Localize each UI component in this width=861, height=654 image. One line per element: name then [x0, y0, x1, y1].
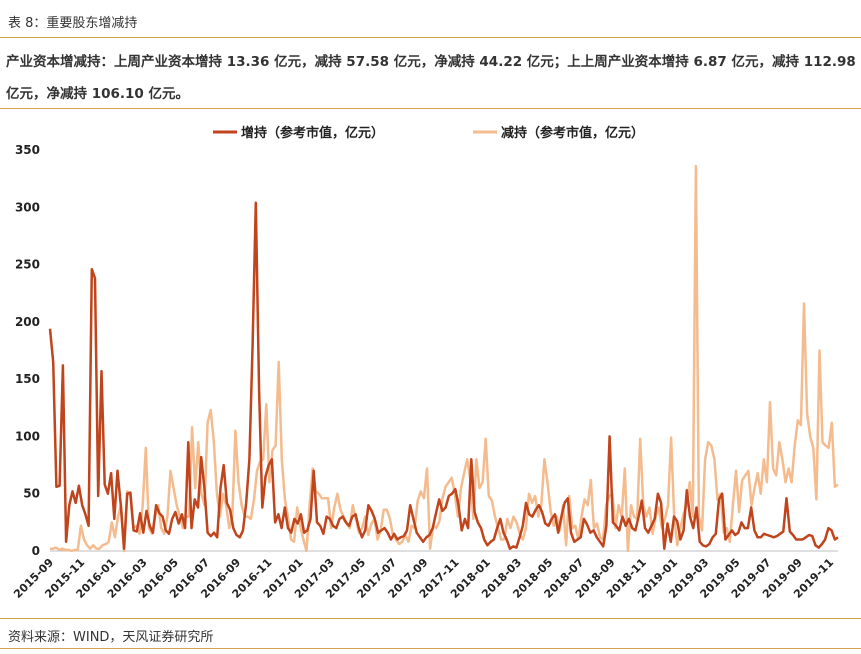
legend-label: 减持（参考市值，亿元）	[501, 125, 644, 141]
y-tick-label: 0	[32, 544, 40, 558]
bottom-rule	[0, 648, 861, 649]
source-rule	[0, 618, 861, 619]
table-caption: 表 8：重要股东增减持	[8, 16, 138, 31]
y-tick-label: 250	[15, 258, 40, 272]
summary-text: 产业资本增减持：上周产业资本增持 13.36 亿元，减持 57.58 亿元，净减…	[6, 54, 856, 102]
summary-rule	[0, 108, 861, 109]
source-note: 资料来源：WIND，天风证券研究所	[8, 630, 214, 645]
series-line-decrease	[50, 164, 839, 553]
y-tick-label: 200	[15, 315, 40, 329]
legend-label: 增持（参考市值，亿元）	[241, 125, 384, 141]
y-tick-label: 50	[23, 487, 40, 501]
y-tick-label: 100	[15, 429, 40, 443]
top-rule	[0, 37, 861, 38]
y-tick-label: 300	[15, 200, 40, 214]
series-line-increase	[48, 201, 839, 550]
y-tick-label: 150	[15, 372, 40, 386]
y-tick-label: 350	[15, 143, 40, 157]
